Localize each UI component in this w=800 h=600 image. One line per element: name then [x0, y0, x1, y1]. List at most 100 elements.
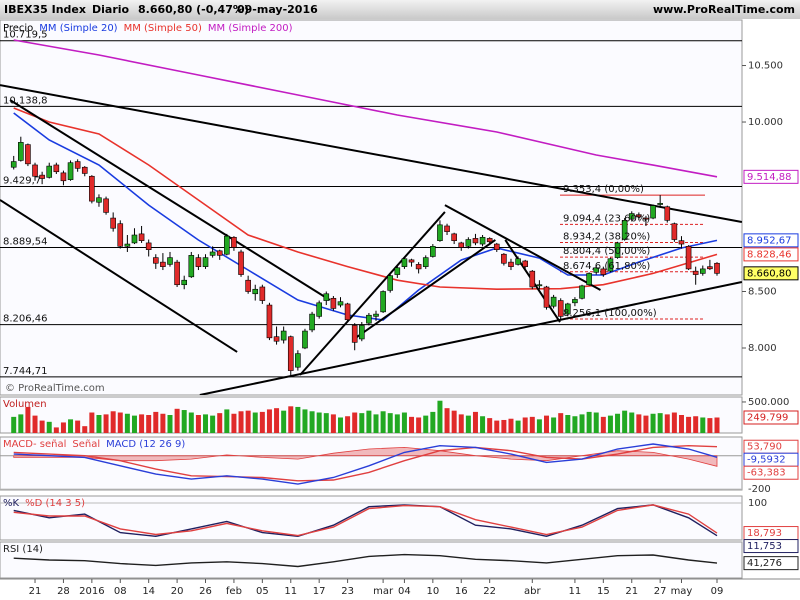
candle-body: [614, 242, 621, 258]
candle-body: [699, 268, 706, 274]
level-label: 10.719,5: [3, 30, 48, 41]
volume-bar: [650, 413, 656, 433]
last-value-box: [743, 539, 799, 554]
volume-bar: [75, 420, 81, 433]
volume-bar: [210, 415, 216, 433]
candle-body: [316, 302, 322, 317]
x-tick-label: 08: [114, 586, 127, 597]
candle-body: [18, 142, 24, 161]
candle-body: [359, 325, 365, 340]
candle-body: [529, 270, 536, 288]
candle-body: [380, 291, 386, 313]
candle-body: [309, 313, 315, 331]
period: Diario: [92, 3, 130, 16]
last-value-box: [743, 465, 799, 480]
moving-average: [13, 39, 718, 178]
x-tick-label: 17: [313, 586, 326, 597]
trend-line: [444, 204, 601, 291]
trend-line: [0, 199, 238, 353]
candle-body: [493, 243, 500, 251]
candle-body: [536, 284, 543, 287]
volume-bar: [579, 414, 585, 433]
fibonacci-label: 8.934,2 (38,20%): [563, 231, 650, 242]
candle-body: [81, 166, 88, 174]
volume-bar: [345, 416, 351, 433]
last-value-label: 8.952,67: [747, 235, 792, 246]
candle-body: [408, 259, 415, 263]
volume-bar: [68, 419, 74, 433]
level-label: 7.744,71: [3, 366, 48, 377]
level-label: 8.206,46: [3, 314, 48, 325]
volume-bar: [18, 414, 24, 433]
candle-body: [579, 285, 585, 299]
x-tick-label: 27: [654, 586, 667, 597]
fibonacci-label: 8.674,6 (61,80%): [563, 261, 650, 272]
x-tick-label: 21: [29, 586, 42, 597]
candle-body: [707, 266, 713, 270]
x-tick-label: 04: [398, 586, 411, 597]
volume-bar: [139, 414, 145, 433]
volume-bar: [266, 409, 272, 433]
panel-title: Volumen: [3, 399, 47, 410]
volume-bar: [46, 421, 52, 433]
candle-body: [664, 206, 671, 221]
candle-body: [46, 165, 53, 178]
volume-bar: [238, 411, 244, 433]
candle-body: [110, 217, 116, 229]
candle-body: [430, 246, 436, 257]
volume-bar: [32, 415, 38, 433]
candle-body: [89, 175, 95, 202]
volume-bar: [302, 409, 308, 433]
last-value-label: 9.514,88: [747, 172, 792, 183]
last-value-label: 249.799: [747, 412, 788, 423]
legend-entry: MACD (12 26 9): [106, 439, 185, 450]
volume-bar: [337, 417, 343, 433]
candle-body: [657, 203, 663, 205]
candle-body: [394, 267, 401, 275]
x-tick-label: 11: [569, 586, 582, 597]
volume-bar: [181, 410, 187, 433]
site: www.ProRealTime.com: [653, 3, 795, 16]
volume-bar: [188, 412, 194, 433]
candle-body: [280, 330, 287, 341]
legend-entry: MACD- señal: [3, 439, 66, 450]
candle-body: [96, 197, 102, 203]
volume-bar: [409, 416, 415, 433]
volume-bar: [288, 406, 294, 433]
macd-panel: [0, 436, 743, 491]
fibonacci-label: 8.804,4 (50,00%): [563, 246, 650, 257]
candle-body: [231, 236, 237, 248]
symbol: IBEX35 Index: [4, 3, 86, 16]
x-tick-label: 2016: [79, 586, 104, 597]
candle-body: [287, 336, 294, 371]
candle-body: [437, 224, 443, 241]
volume-bar: [664, 414, 670, 433]
x-tick-label: may: [671, 586, 693, 597]
fibonacci-label: 9.094,4 (23,60%): [563, 213, 650, 224]
candle-body: [145, 242, 152, 251]
last-value-label: 8.828,46: [747, 249, 792, 260]
level-label: 8.889,54: [3, 236, 48, 247]
candle-body: [458, 242, 465, 248]
candle-body: [160, 261, 166, 267]
candle-body: [209, 251, 216, 256]
price-panel: [0, 19, 743, 396]
panel-plot: [11, 400, 720, 433]
candle-body: [103, 198, 109, 213]
candle-body: [224, 235, 230, 255]
last-value-label: -9,5932: [747, 455, 786, 466]
volume-bar: [480, 416, 486, 433]
fibonacci-label: 8.256,1 (100,00%): [563, 308, 657, 319]
candle-body: [366, 314, 372, 324]
x-tick-label: 21: [625, 586, 638, 597]
volume-bar: [423, 415, 429, 433]
volume-bar: [174, 408, 180, 433]
candle-body: [67, 162, 74, 180]
rsi-panel: [0, 541, 743, 579]
legend-entry: RSI (14): [3, 544, 43, 555]
volume-bar: [11, 416, 17, 433]
volume-bar: [416, 417, 422, 433]
y-tick-label: 10.000: [748, 117, 783, 128]
candle-body: [472, 238, 479, 244]
candle-body: [501, 253, 507, 264]
